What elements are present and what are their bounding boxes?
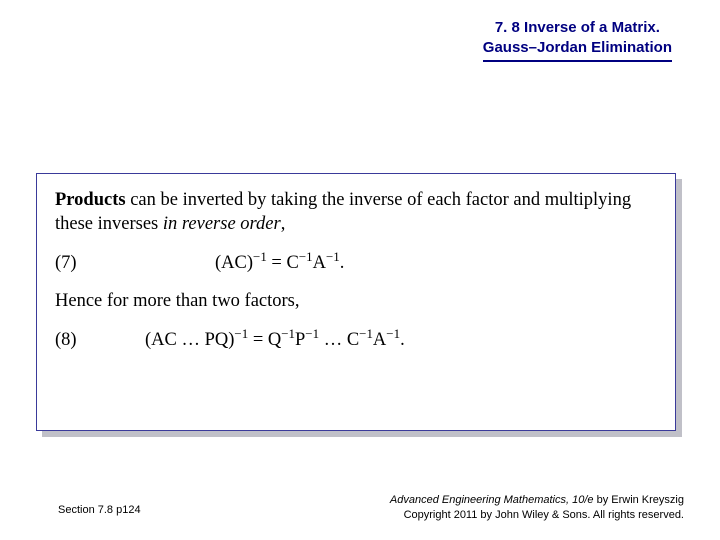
eq8-e5: −1: [386, 325, 400, 340]
footer-section-page: Section 7.8 p124: [58, 504, 141, 516]
eq8-e2: −1: [281, 325, 295, 340]
eq8-e1: −1: [234, 325, 248, 340]
eq7-end: .: [340, 253, 345, 273]
eq7-mid: A: [313, 253, 326, 273]
para1-tail: ,: [281, 214, 286, 234]
para1-rest: can be inverted by taking the inverse of…: [55, 190, 631, 234]
eq7-lhs: (AC): [215, 253, 253, 273]
paragraph-products: Products can be inverted by taking the i…: [55, 188, 657, 237]
eq8-number: (8): [55, 328, 125, 352]
header-line1: 7. 8 Inverse of a Matrix.: [495, 19, 660, 36]
para1-ital: in reverse order: [163, 214, 281, 234]
eq8-e3: −1: [305, 325, 319, 340]
footer-copyright: Copyright 2011 by John Wiley & Sons. All…: [404, 509, 684, 521]
header-line2: Gauss–Jordan Elimination: [483, 38, 672, 61]
eq8-c: P: [295, 330, 305, 350]
eq7-body: (AC)−1 = C−1A−1.: [125, 251, 657, 275]
eq7-exp2: −1: [299, 249, 313, 264]
eq8-b: = Q: [248, 330, 281, 350]
equation-8: (8) (AC … PQ)−1 = Q−1P−1 … C−1A−1.: [55, 328, 657, 352]
footer-author: by Erwin Kreyszig: [594, 494, 684, 506]
content-box: Products can be inverted by taking the i…: [36, 173, 676, 431]
eq7-number: (7): [55, 251, 125, 275]
eq7-exp1: −1: [253, 249, 267, 264]
eq8-a: (AC … PQ): [145, 330, 234, 350]
equation-7: (7) (AC)−1 = C−1A−1.: [55, 251, 657, 275]
footer-attribution: Advanced Engineering Mathematics, 10/e b…: [390, 493, 684, 522]
paragraph-hence: Hence for more than two factors,: [55, 289, 657, 313]
eq8-d: … C: [319, 330, 359, 350]
footer-book-title: Advanced Engineering Mathematics, 10/e: [390, 494, 594, 506]
eq8-f: .: [400, 330, 405, 350]
eq7-exp3: −1: [326, 249, 340, 264]
eq8-body: (AC … PQ)−1 = Q−1P−1 … C−1A−1.: [125, 328, 657, 352]
eq7-eq: = C: [267, 253, 299, 273]
products-bold: Products: [55, 190, 126, 210]
slide-header: 7. 8 Inverse of a Matrix. Gauss–Jordan E…: [483, 18, 672, 62]
eq8-e4: −1: [359, 325, 373, 340]
eq8-e: A: [373, 330, 386, 350]
